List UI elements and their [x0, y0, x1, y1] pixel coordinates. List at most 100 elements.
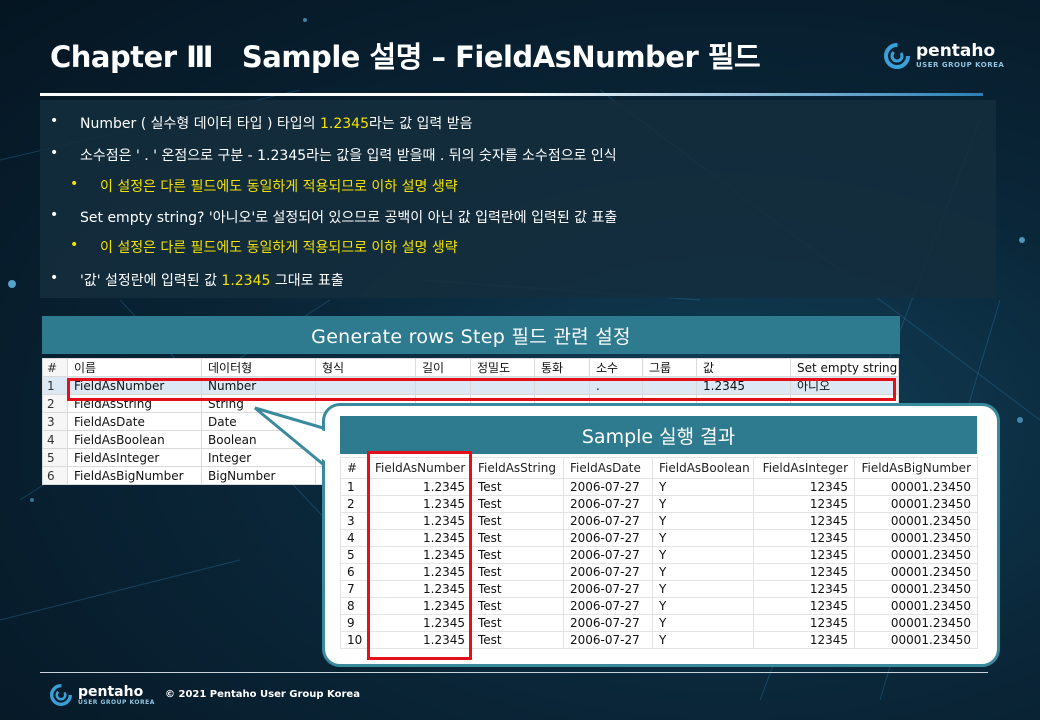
grid-header-row: # 이름 데이터형 형식 길이 정밀도 통화 소수 그룹 값 Set empty string?	[42, 358, 899, 377]
result-column-header[interactable]: #	[340, 457, 369, 479]
result-cell: Y	[652, 529, 754, 547]
page-title: Chapter Ⅲ Sample 설명 – FieldAsNumber 필드	[50, 40, 761, 74]
result-cell: 12345	[753, 529, 855, 547]
result-column-header[interactable]: FieldAsBoolean	[652, 457, 754, 479]
result-cell: Test	[471, 631, 564, 649]
grid-column-header[interactable]: 소수	[589, 358, 643, 377]
description-panel: • Number ( 실수형 데이터 타입 ) 타입의 1.2345라는 값 입력…	[40, 100, 996, 298]
result-cell: 00001.23450	[854, 512, 978, 530]
result-cell: Test	[471, 614, 564, 632]
grid-cell[interactable]: BigNumber	[201, 466, 316, 485]
result-cell: 12345	[753, 614, 855, 632]
result-title: Sample 실행 결과	[340, 416, 977, 454]
result-cell: Test	[471, 580, 564, 598]
result-cell: Test	[471, 512, 564, 530]
result-cell: 00001.23450	[854, 529, 978, 547]
copyright-text: © 2021 Pentaho User Group Korea	[165, 689, 360, 700]
result-cell: Test	[471, 546, 564, 564]
grid-column-header[interactable]: 그룹	[642, 358, 697, 377]
result-cell: 2006-07-27	[563, 614, 653, 632]
result-cell: 12345	[753, 631, 855, 649]
result-cell: 1.2345	[368, 597, 472, 615]
result-cell: 00001.23450	[854, 614, 978, 632]
result-cell: Test	[471, 597, 564, 615]
result-cell: Y	[652, 478, 754, 496]
grid-column-header[interactable]: 통화	[534, 358, 590, 377]
result-cell: 00001.23450	[854, 631, 978, 649]
logo-brand: pentaho	[916, 41, 996, 61]
grid-column-header[interactable]: 이름	[67, 358, 202, 377]
grid-row-number: 4	[42, 430, 68, 449]
result-cell: 12345	[753, 512, 855, 530]
result-cell: Test	[471, 478, 564, 496]
result-row[interactable]: 4 1.2345 Test 2006-07-27 Y 12345 00001.23450	[340, 529, 978, 547]
result-cell: 00001.23450	[854, 563, 978, 581]
grid-cell[interactable]: Integer	[201, 448, 316, 467]
grid-cell[interactable]: 1.2345	[696, 376, 791, 395]
result-cell: 2006-07-27	[563, 546, 653, 564]
result-cell: Test	[471, 529, 564, 547]
result-cell: Test	[471, 563, 564, 581]
grid-column-header[interactable]: 정밀도	[470, 358, 535, 377]
result-cell: 00001.23450	[854, 546, 978, 564]
pentaho-logo-icon	[50, 684, 72, 706]
result-cell: 00001.23450	[854, 580, 978, 598]
result-row-number: 3	[340, 512, 369, 530]
grid-cell[interactable]: Boolean	[201, 430, 316, 449]
grid-row-number: 3	[42, 412, 68, 431]
result-row[interactable]: 6 1.2345 Test 2006-07-27 Y 12345 00001.23450	[340, 563, 978, 581]
grid-row-number: 6	[42, 466, 68, 485]
result-cell: 2006-07-27	[563, 631, 653, 649]
grid-cell[interactable]: Date	[201, 412, 316, 431]
result-cell: 12345	[753, 563, 855, 581]
result-row[interactable]: 7 1.2345 Test 2006-07-27 Y 12345 00001.23450	[340, 580, 978, 598]
grid-row-number: 2	[42, 394, 68, 413]
result-cell: 00001.23450	[854, 478, 978, 496]
generate-rows-title: Generate rows Step 필드 관련 설정	[42, 316, 900, 354]
grid-column-header[interactable]: #	[42, 358, 68, 377]
grid-column-header[interactable]: 형식	[315, 358, 416, 377]
grid-cell[interactable]: FieldAsBoolean	[67, 430, 202, 449]
footer-divider	[40, 672, 988, 673]
result-cell: 2006-07-27	[563, 512, 653, 530]
result-cell: Y	[652, 580, 754, 598]
result-row-number: 4	[340, 529, 369, 547]
grid-column-header[interactable]: 길이	[415, 358, 471, 377]
title-divider	[40, 93, 983, 96]
result-column-header[interactable]: FieldAsBigNumber	[854, 457, 978, 479]
result-column-header[interactable]: FieldAsString	[471, 457, 564, 479]
annotation-box-fieldasnumber-row	[67, 378, 896, 401]
result-cell: 2006-07-27	[563, 580, 653, 598]
result-column-header[interactable]: FieldAsInteger	[753, 457, 855, 479]
result-row[interactable]: 1 1.2345 Test 2006-07-27 Y 12345 00001.23450	[340, 478, 978, 496]
result-cell: 1.2345	[368, 631, 472, 649]
result-preview-table: # FieldAsNumber FieldAsString FieldAsDate Fi…	[340, 457, 978, 649]
logo-brand: pentaho	[78, 683, 144, 700]
result-row[interactable]: 3 1.2345 Test 2006-07-27 Y 12345 00001.23450	[340, 512, 978, 530]
result-row-number: 6	[340, 563, 369, 581]
pentaho-logo: pentaho USER GROUP KOREA	[884, 43, 1004, 69]
grid-cell[interactable]: FieldAsDate	[67, 412, 202, 431]
result-cell: Y	[652, 614, 754, 632]
result-row-number: 1	[340, 478, 369, 496]
result-cell: Y	[652, 546, 754, 564]
result-column-header[interactable]: FieldAsDate	[563, 457, 653, 479]
footer-pentaho-logo: pentaho USER GROUP KOREA	[50, 684, 155, 706]
result-cell: 1.2345	[368, 529, 472, 547]
result-row[interactable]: 9 1.2345 Test 2006-07-27 Y 12345 00001.23450	[340, 614, 978, 632]
result-cell: 12345	[753, 495, 855, 513]
result-row[interactable]: 10 1.2345 Test 2006-07-27 Y 12345 00001.23450	[340, 631, 978, 649]
result-cell: 2006-07-27	[563, 597, 653, 615]
result-row-number: 5	[340, 546, 369, 564]
grid-column-header[interactable]: Set empty string?	[790, 358, 899, 377]
grid-cell[interactable]: FieldAsBigNumber	[67, 466, 202, 485]
grid-column-header[interactable]: 데이터형	[201, 358, 316, 377]
result-row[interactable]: 8 1.2345 Test 2006-07-27 Y 12345 00001.23450	[340, 597, 978, 615]
grid-cell[interactable]: FieldAsInteger	[67, 448, 202, 467]
logo-subtitle: USER GROUP KOREA	[916, 61, 1005, 69]
result-column-header[interactable]: FieldAsNumber	[368, 457, 472, 479]
grid-column-header[interactable]: 값	[696, 358, 791, 377]
result-row[interactable]: 2 1.2345 Test 2006-07-27 Y 12345 00001.23450	[340, 495, 978, 513]
result-cell: 12345	[753, 546, 855, 564]
result-row-number: 2	[340, 495, 369, 513]
